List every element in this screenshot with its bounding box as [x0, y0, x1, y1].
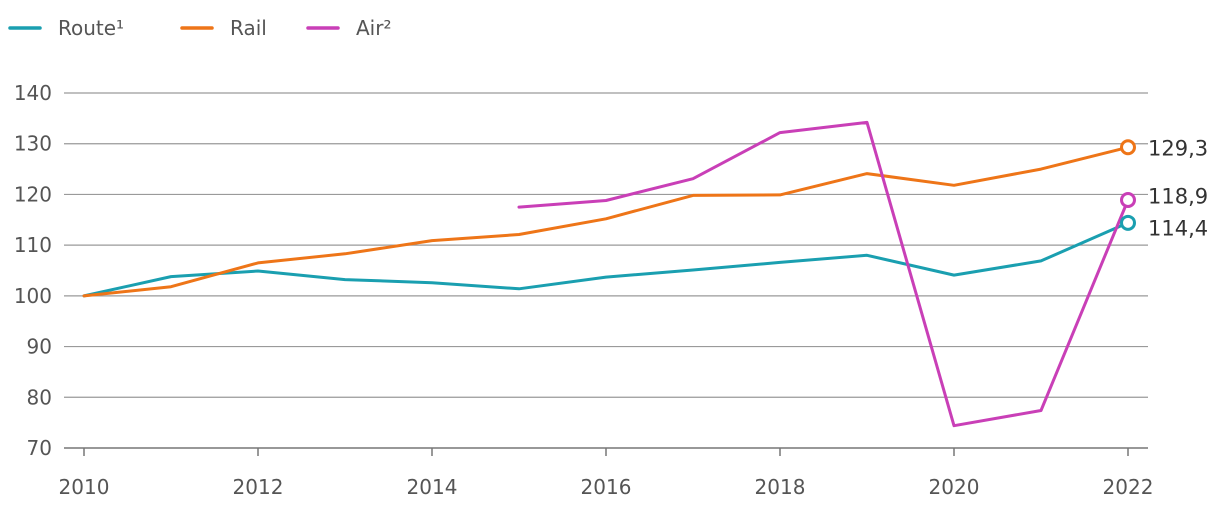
y-tick-label-100: 100 [14, 284, 52, 308]
y-tick-label-120: 120 [14, 182, 52, 206]
end-markers: 114,4 129,3 118,9 [1120, 136, 1208, 240]
y-tick-label-70: 70 [27, 436, 52, 460]
end-marker-air [1120, 192, 1136, 209]
series-line-rail [82, 145, 1130, 298]
end-marker-route [1120, 214, 1136, 231]
y-tick-label-130: 130 [14, 132, 52, 156]
legend-label-rail: Rail [230, 16, 267, 40]
y-tick-label-140: 140 [14, 81, 52, 105]
x-tick-label-2010: 2010 [59, 475, 110, 499]
x-tick-label-2016: 2016 [581, 475, 632, 499]
series-line-air [517, 120, 1130, 428]
x-axis: 2010 2012 2014 2016 2018 2020 2022 [59, 448, 1154, 499]
y-tick-label-90: 90 [27, 335, 52, 359]
y-tick-label-110: 110 [14, 233, 52, 257]
y-tick-label-80: 80 [27, 385, 52, 409]
end-label-air: 118,9 [1148, 184, 1208, 208]
x-tick-label-2014: 2014 [407, 475, 458, 499]
legend-label-air: Air² [356, 16, 391, 40]
grid-lines [64, 92, 1148, 449]
legend: Route¹ Rail Air² [8, 16, 391, 40]
x-tick-label-2022: 2022 [1103, 475, 1154, 499]
end-label-rail: 129,3 [1148, 136, 1208, 160]
legend-label-route: Route¹ [58, 16, 124, 40]
x-tick-label-2020: 2020 [929, 475, 980, 499]
end-label-route: 114,4 [1148, 216, 1208, 240]
series-lines [82, 120, 1130, 428]
x-tick-label-2018: 2018 [755, 475, 806, 499]
series-line-route [82, 221, 1130, 298]
end-marker-rail [1120, 139, 1136, 156]
y-axis: 70 80 90 100 110 120 130 140 [14, 81, 52, 460]
x-tick-label-2012: 2012 [233, 475, 284, 499]
